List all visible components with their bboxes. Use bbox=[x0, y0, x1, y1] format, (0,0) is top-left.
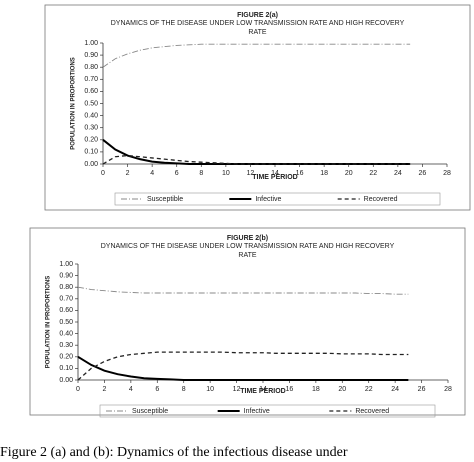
y-tick-label: 0.10 bbox=[84, 149, 98, 156]
legend-label: Recovered bbox=[355, 408, 389, 415]
x-tick-label: 6 bbox=[155, 386, 159, 393]
chart-frame bbox=[29, 227, 466, 416]
x-tick-label: 22 bbox=[369, 170, 377, 177]
legend-label: Susceptible bbox=[132, 408, 168, 415]
legend-label: Susceptible bbox=[147, 196, 183, 203]
y-tick-label: 0.60 bbox=[59, 307, 73, 314]
y-tick-label: 0.70 bbox=[59, 296, 73, 303]
x-tick-label: 10 bbox=[222, 170, 230, 177]
legend-frame bbox=[114, 192, 441, 206]
chart-frame bbox=[44, 4, 471, 211]
y-axis-label: POPULATION IN PROPORTIONS bbox=[71, 57, 77, 150]
legend-label: Infective bbox=[244, 408, 270, 415]
x-tick-label: 28 bbox=[444, 386, 452, 393]
chart-subtitle: DYNAMICS OF THE DISEASE UNDER LOW TRANSM… bbox=[100, 243, 395, 259]
y-tick-label: 0.70 bbox=[84, 76, 98, 83]
y-tick-label: 0.90 bbox=[59, 272, 73, 279]
x-tick-label: 16 bbox=[296, 170, 304, 177]
x-axis-label: TIME PERIOD bbox=[240, 388, 286, 395]
chart-title: FIGURE 2(b) bbox=[227, 235, 268, 242]
x-tick-label: 14 bbox=[259, 386, 267, 393]
y-tick-label: 1.00 bbox=[59, 261, 73, 268]
x-tick-label: 16 bbox=[286, 386, 294, 393]
y-tick-label: 0.90 bbox=[84, 52, 98, 59]
x-tick-label: 18 bbox=[320, 170, 328, 177]
y-tick-label: 0.60 bbox=[84, 88, 98, 95]
x-axis-label: TIME PERIOD bbox=[252, 174, 298, 181]
x-tick-label: 8 bbox=[199, 170, 203, 177]
y-tick-label: 0.50 bbox=[84, 100, 98, 107]
y-tick-label: 1.00 bbox=[84, 40, 98, 47]
x-tick-label: 18 bbox=[312, 386, 320, 393]
x-tick-label: 12 bbox=[247, 170, 255, 177]
y-tick-label: 0.40 bbox=[84, 112, 98, 119]
x-tick-label: 14 bbox=[271, 170, 279, 177]
x-tick-label: 20 bbox=[345, 170, 353, 177]
chart-title: FIGURE 2(a) bbox=[237, 12, 278, 19]
series-line bbox=[102, 154, 411, 165]
x-tick-label: 10 bbox=[206, 386, 214, 393]
x-tick-label: 2 bbox=[126, 170, 130, 177]
y-tick-label: 0.40 bbox=[59, 330, 73, 337]
legend-frame bbox=[99, 404, 436, 418]
x-tick-label: 4 bbox=[129, 386, 133, 393]
x-tick-label: 8 bbox=[182, 386, 186, 393]
y-tick-label: 0.20 bbox=[84, 137, 98, 144]
legend-label: Infective bbox=[255, 196, 281, 203]
y-tick-label: 0.00 bbox=[84, 161, 98, 168]
y-tick-label: 0.80 bbox=[59, 284, 73, 291]
y-tick-label: 0.80 bbox=[84, 64, 98, 71]
y-tick-label: 0.30 bbox=[84, 125, 98, 132]
x-tick-label: 24 bbox=[391, 386, 399, 393]
series-line bbox=[77, 355, 409, 381]
x-tick-label: 28 bbox=[443, 170, 451, 177]
x-tick-label: 4 bbox=[150, 170, 154, 177]
x-tick-label: 26 bbox=[418, 386, 426, 393]
y-tick-label: 0.30 bbox=[59, 342, 73, 349]
subtitle-box: DYNAMICS OF THE DISEASE UNDER LOW TRANSM… bbox=[110, 20, 405, 36]
x-tick-label: 2 bbox=[102, 386, 106, 393]
y-tick-label: 0.10 bbox=[59, 365, 73, 372]
legend-label: Recovered bbox=[364, 196, 398, 203]
series-line bbox=[77, 351, 409, 381]
caption: Figure 2 (a) and (b): Dynamics of the in… bbox=[0, 445, 348, 460]
x-tick-label: 20 bbox=[338, 386, 346, 393]
x-tick-label: 0 bbox=[101, 170, 105, 177]
y-axis-label: POPULATION IN PROPORTIONS bbox=[46, 276, 52, 369]
series-line bbox=[102, 139, 411, 165]
x-tick-label: 26 bbox=[419, 170, 427, 177]
chart-subtitle: DYNAMICS OF THE DISEASE UNDER LOW TRANSM… bbox=[110, 20, 405, 36]
series-line bbox=[102, 43, 411, 68]
subtitle-box: DYNAMICS OF THE DISEASE UNDER LOW TRANSM… bbox=[100, 243, 395, 259]
x-tick-label: 0 bbox=[76, 386, 80, 393]
y-tick-label: 0.20 bbox=[59, 354, 73, 361]
y-tick-label: 0.50 bbox=[59, 319, 73, 326]
series-line bbox=[77, 286, 409, 295]
x-tick-label: 6 bbox=[175, 170, 179, 177]
x-tick-label: 12 bbox=[233, 386, 241, 393]
y-tick-label: 0.00 bbox=[59, 377, 73, 384]
x-tick-label: 24 bbox=[394, 170, 402, 177]
x-tick-label: 22 bbox=[365, 386, 373, 393]
